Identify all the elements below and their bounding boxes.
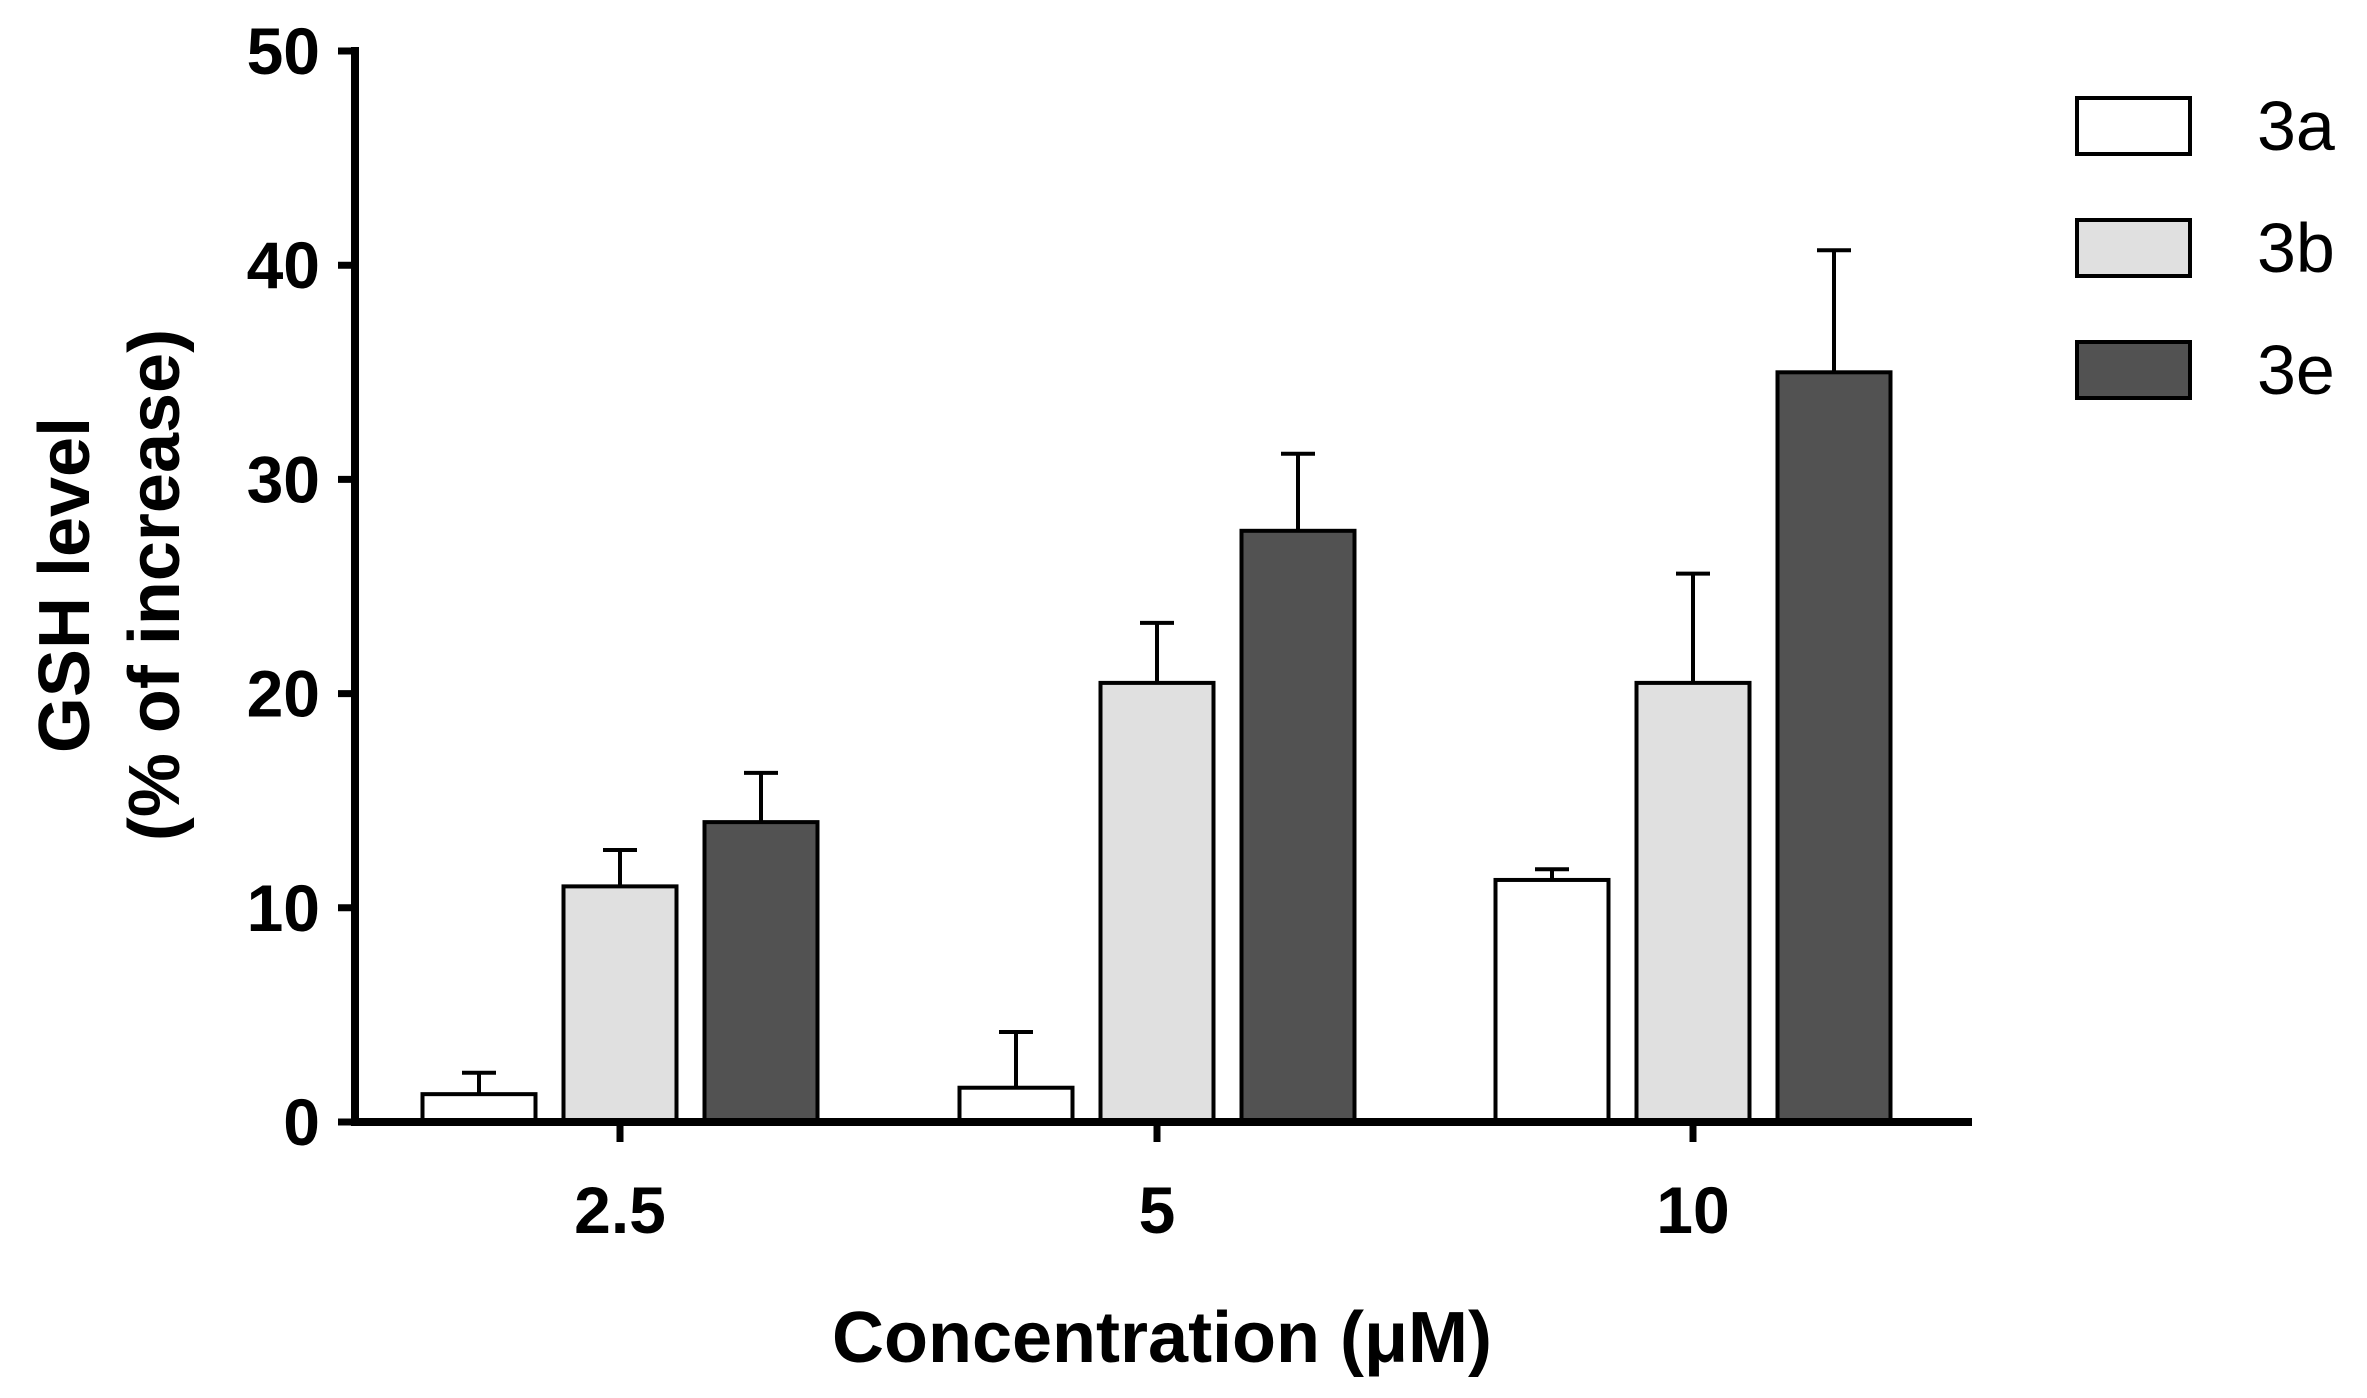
bar-3b (1634, 680, 1752, 1124)
x-tick-label: 2.5 (574, 1173, 666, 1247)
legend-label-3e: 3e (2257, 331, 2335, 409)
legend-swatch-3b (2075, 218, 2192, 278)
y-tick-label: 30 (247, 442, 320, 516)
legend-label-3a: 3a (2257, 87, 2335, 165)
y-tick-label: 20 (247, 657, 320, 731)
x-tick-label: 5 (1139, 1173, 1176, 1247)
bar-3b (1098, 680, 1216, 1124)
legend-swatch-3a (2075, 96, 2192, 156)
x-tick-label: 10 (1656, 1173, 1729, 1247)
y-tick-label: 40 (247, 228, 320, 302)
bars-layer (420, 248, 1893, 1125)
legend: 3a 3b 3e (2075, 87, 2335, 409)
y-tick-label: 10 (247, 871, 320, 945)
bar-3a (957, 1085, 1075, 1125)
legend-label-3b: 3b (2257, 209, 2335, 287)
legend-swatch-3e (2075, 340, 2192, 400)
bar-3e (1775, 370, 1893, 1124)
y-axis-title-line1: GSH level (25, 417, 105, 753)
ticks-layer: 0 10 20 30 40 50 2.5 5 10 (247, 14, 1730, 1247)
y-tick-label: 50 (247, 14, 320, 88)
bar-3e (1239, 528, 1357, 1124)
bar-3a (420, 1092, 538, 1125)
x-axis-title: Concentration (μM) (832, 1298, 1492, 1378)
y-tick-label: 0 (283, 1085, 320, 1159)
bar-3e (702, 820, 820, 1124)
y-axis-title-line2: (% of increase) (115, 329, 195, 841)
bar-3a (1493, 877, 1611, 1124)
bar-3b (561, 884, 679, 1124)
